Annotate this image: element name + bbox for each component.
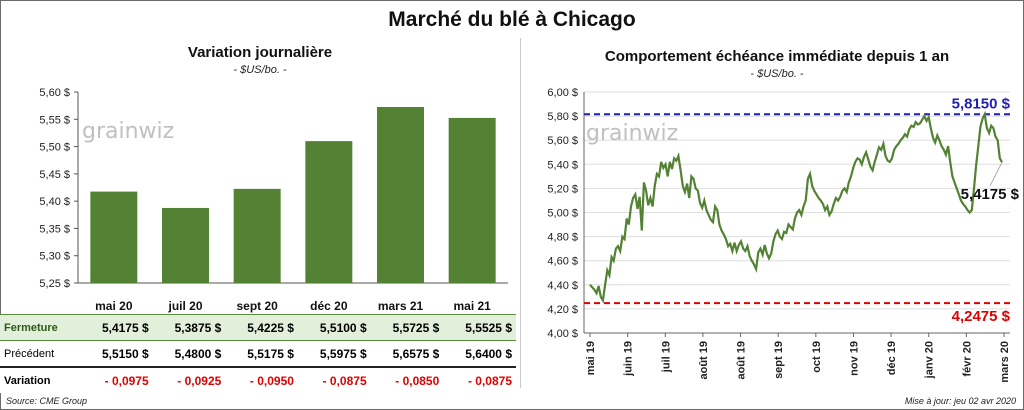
page-title: Marché du blé à Chicago — [388, 8, 636, 31]
reference-lines — [584, 113, 1010, 305]
x-tick-label: mai 19 — [585, 341, 597, 375]
table-cell: - 0,0875 — [443, 367, 516, 393]
row-label: Variation — [0, 367, 80, 393]
table-cell: 5,3875 $ — [152, 314, 226, 341]
bar — [233, 188, 281, 283]
x-tick-label: juin 19 — [623, 341, 635, 377]
max-value-label: 5,8150 $ — [952, 95, 1011, 112]
left-chart-subtitle: Variation journalière — [187, 44, 333, 61]
table-cell: 5,4800 $ — [152, 340, 226, 368]
y-tick-label: 5,45 $ — [39, 169, 70, 181]
y-tick-label: 5,80 $ — [547, 111, 578, 123]
y-tick-label: 4,20 $ — [547, 304, 578, 316]
table-cell: 5,5525 $ — [443, 314, 516, 341]
table-cell: 5,4175 $ — [80, 314, 153, 341]
table-cell: - 0,0875 — [297, 367, 371, 393]
table-cell: - 0,0850 — [370, 367, 444, 393]
left-chart-unit: - $US/bo. - — [233, 64, 287, 76]
x-tick-label: déc 19 — [886, 341, 898, 375]
line-annotations: 5,8150 $ 4,2475 $ 5,4175 $ — [952, 95, 1020, 325]
x-category-label: sept 20 — [236, 299, 278, 313]
x-tick-label: févr 20 — [961, 341, 973, 376]
y-tick-label: 5,20 $ — [547, 183, 578, 195]
y-tick-label: 6,00 $ — [547, 87, 578, 99]
bar — [305, 141, 353, 283]
table-cell: 5,5150 $ — [80, 340, 153, 368]
y-tick-label: 5,00 $ — [547, 208, 578, 220]
bar — [448, 117, 496, 284]
x-category-label: juil 20 — [167, 299, 202, 313]
x-tick-label: sept 19 — [773, 341, 785, 379]
table-cell: - 0,0975 — [80, 367, 153, 393]
x-category-label: mai 21 — [453, 299, 491, 313]
x-category-label: mars 21 — [378, 299, 424, 313]
y-tick-label: 5,40 $ — [39, 196, 70, 208]
footer-source: Source: CME Group — [6, 396, 88, 406]
bar-x-axis: mai 20 juil 20 sept 20 déc 20 mars 21 mai 21 — [95, 299, 491, 313]
y-tick-label: 5,25 $ — [39, 278, 70, 290]
right-chart-unit: - $US/bo. - — [750, 68, 804, 80]
y-tick-label: 5,60 $ — [39, 87, 70, 99]
table-cell: 5,6575 $ — [370, 340, 444, 368]
x-tick-label: août 19 — [736, 341, 748, 380]
y-tick-label: 5,30 $ — [39, 251, 70, 263]
row-label: Fermeture — [0, 314, 80, 341]
y-tick-label: 4,80 $ — [547, 232, 578, 244]
bar-y-axis: 5,25 $ 5,30 $ 5,35 $ 5,40 $ 5,45 $ 5,50 $ 5,55… — [39, 87, 508, 290]
y-tick-label: 5,60 $ — [547, 135, 578, 147]
y-tick-label: 4,40 $ — [547, 280, 578, 292]
x-category-label: mai 20 — [95, 299, 133, 313]
table-cell: - 0,0950 — [225, 367, 298, 393]
line-y-axis: 4,00 $ 4,20 $ 4,40 $ 4,60 $ 4,80 $ 5,00 $ 5,20… — [547, 87, 1010, 340]
x-tick-label: août 19 — [698, 341, 710, 380]
x-tick-label: nov 19 — [848, 341, 860, 376]
panel-divider — [520, 38, 521, 388]
watermark: grainwiz — [82, 119, 174, 144]
x-tick-label: janv 20 — [924, 341, 936, 379]
right-chart-subtitle: Comportement échéance immédiate depuis 1… — [604, 48, 950, 65]
bar — [377, 107, 424, 283]
line-chart: grainwiz 4,00 $ 4,20 $ 4,40 $ 4,60 $ 4,80 $ 5… — [547, 87, 1020, 383]
x-tick-label: mars 20 — [999, 341, 1011, 383]
line-x-axis: mai 19 juin 19 juil 19 août 19 août 19 sept 1… — [585, 333, 1011, 383]
last-value-label: 5,4175 $ — [961, 186, 1020, 203]
bar — [90, 191, 138, 283]
x-tick-label: oct 19 — [811, 341, 823, 373]
bar — [162, 207, 209, 283]
table-cell: 5,4225 $ — [225, 314, 298, 341]
last-value-leader — [989, 162, 1003, 187]
table-cell: 5,5975 $ — [297, 340, 371, 368]
bar-series — [90, 107, 496, 284]
bar-chart: grainwiz 5,25 $5,30 $5,35 $5,40 $5,45 $5… — [39, 87, 508, 313]
min-value-label: 4,2475 $ — [952, 308, 1011, 325]
row-label: Précédent — [0, 340, 80, 368]
table-row-closing: Fermeture 5,4175 $5,3875 $5,4225 $5,5100 … — [0, 314, 516, 341]
y-tick-label: 5,35 $ — [39, 223, 70, 235]
y-tick-label: 5,40 $ — [547, 159, 578, 171]
table-cell: 5,5100 $ — [297, 314, 371, 341]
price-table: Fermeture 5,4175 $5,3875 $5,4225 $5,5100 … — [0, 314, 516, 393]
table-cell: 5,5175 $ — [225, 340, 298, 368]
table-cell: 5,6400 $ — [443, 340, 516, 368]
watermark-right: grainwiz — [586, 121, 678, 146]
table-row-prev: Précédent 5,5150 $5,4800 $5,5175 $5,5975 … — [0, 340, 516, 368]
table-cell: 5,5725 $ — [370, 314, 444, 341]
y-tick-label: 4,00 $ — [547, 328, 578, 340]
table-row-var: Variation - 0,0975- 0,0925- 0,0950- 0,087… — [0, 367, 516, 393]
table-cell: - 0,0925 — [152, 367, 226, 393]
y-tick-label: 5,50 $ — [39, 142, 70, 154]
price-series-line — [589, 110, 1003, 304]
x-category-label: déc 20 — [310, 299, 348, 313]
x-tick-label: juil 19 — [660, 341, 672, 373]
footer-update: Mise à jour: jeu 02 avr 2020 — [904, 396, 1016, 406]
y-tick-label: 4,60 $ — [547, 256, 578, 268]
y-tick-label: 5,55 $ — [39, 114, 70, 126]
